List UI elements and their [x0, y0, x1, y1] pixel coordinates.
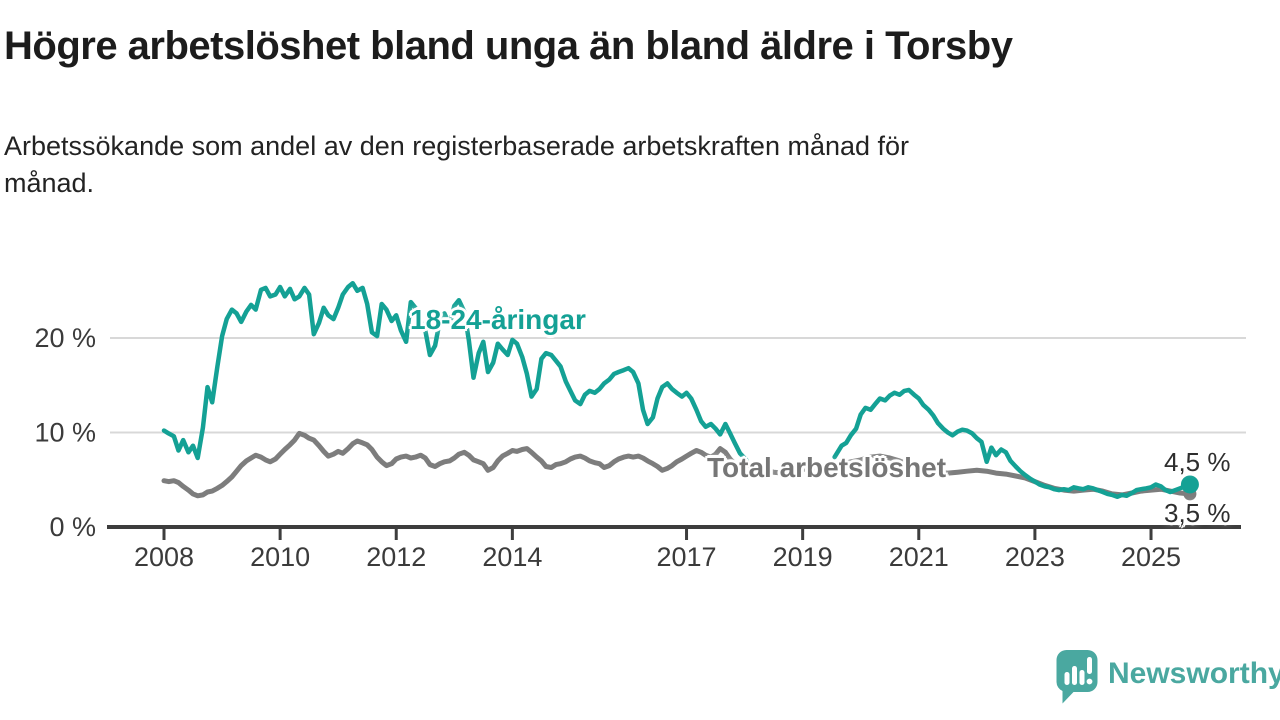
x-tick-label: 2019: [773, 542, 833, 572]
x-tick-label: 2014: [482, 542, 542, 572]
newsworthy-logo: Newsworthy: [1052, 646, 1280, 710]
newsworthy-logo-icon: [1056, 650, 1098, 704]
series-line-young: [832, 387, 1193, 500]
end-value-young: 4,5 %: [1164, 447, 1231, 477]
x-tick-label: 2008: [134, 542, 194, 572]
bar-chart-glyph: [1064, 657, 1093, 685]
newsworthy-logo-text: Newsworthy: [1108, 657, 1280, 690]
end-value-total: 3,5 %: [1164, 498, 1231, 528]
x-tick-label: 2021: [889, 542, 949, 572]
series-line-total: [161, 430, 1193, 499]
x-tick-label: 2023: [1005, 542, 1065, 572]
y-tick-label: 20 %: [34, 323, 96, 353]
series-line-young: [161, 280, 749, 463]
x-tick-label: 2017: [657, 542, 717, 572]
y-tick-label: 0 %: [49, 512, 96, 542]
end-dot-young: [1180, 475, 1199, 494]
x-tick-label: 2025: [1121, 542, 1181, 572]
series-label-young: 18-24-åringar: [410, 304, 586, 335]
page-title: Högre arbetslöshet bland unga än bland ä…: [4, 24, 1013, 68]
chart-subtitle-line1: Arbetssökande som andel av den registerb…: [4, 131, 910, 161]
chart-subtitle-line2: månad.: [4, 168, 95, 198]
series-label-total: Total arbetslöshet: [707, 452, 947, 483]
x-tick-label: 2010: [250, 542, 310, 572]
chart-subtitle: Arbetssökande som andel av den registerb…: [4, 128, 1224, 202]
y-tick-label: 10 %: [34, 418, 96, 448]
x-tick-label: 2012: [366, 542, 426, 572]
